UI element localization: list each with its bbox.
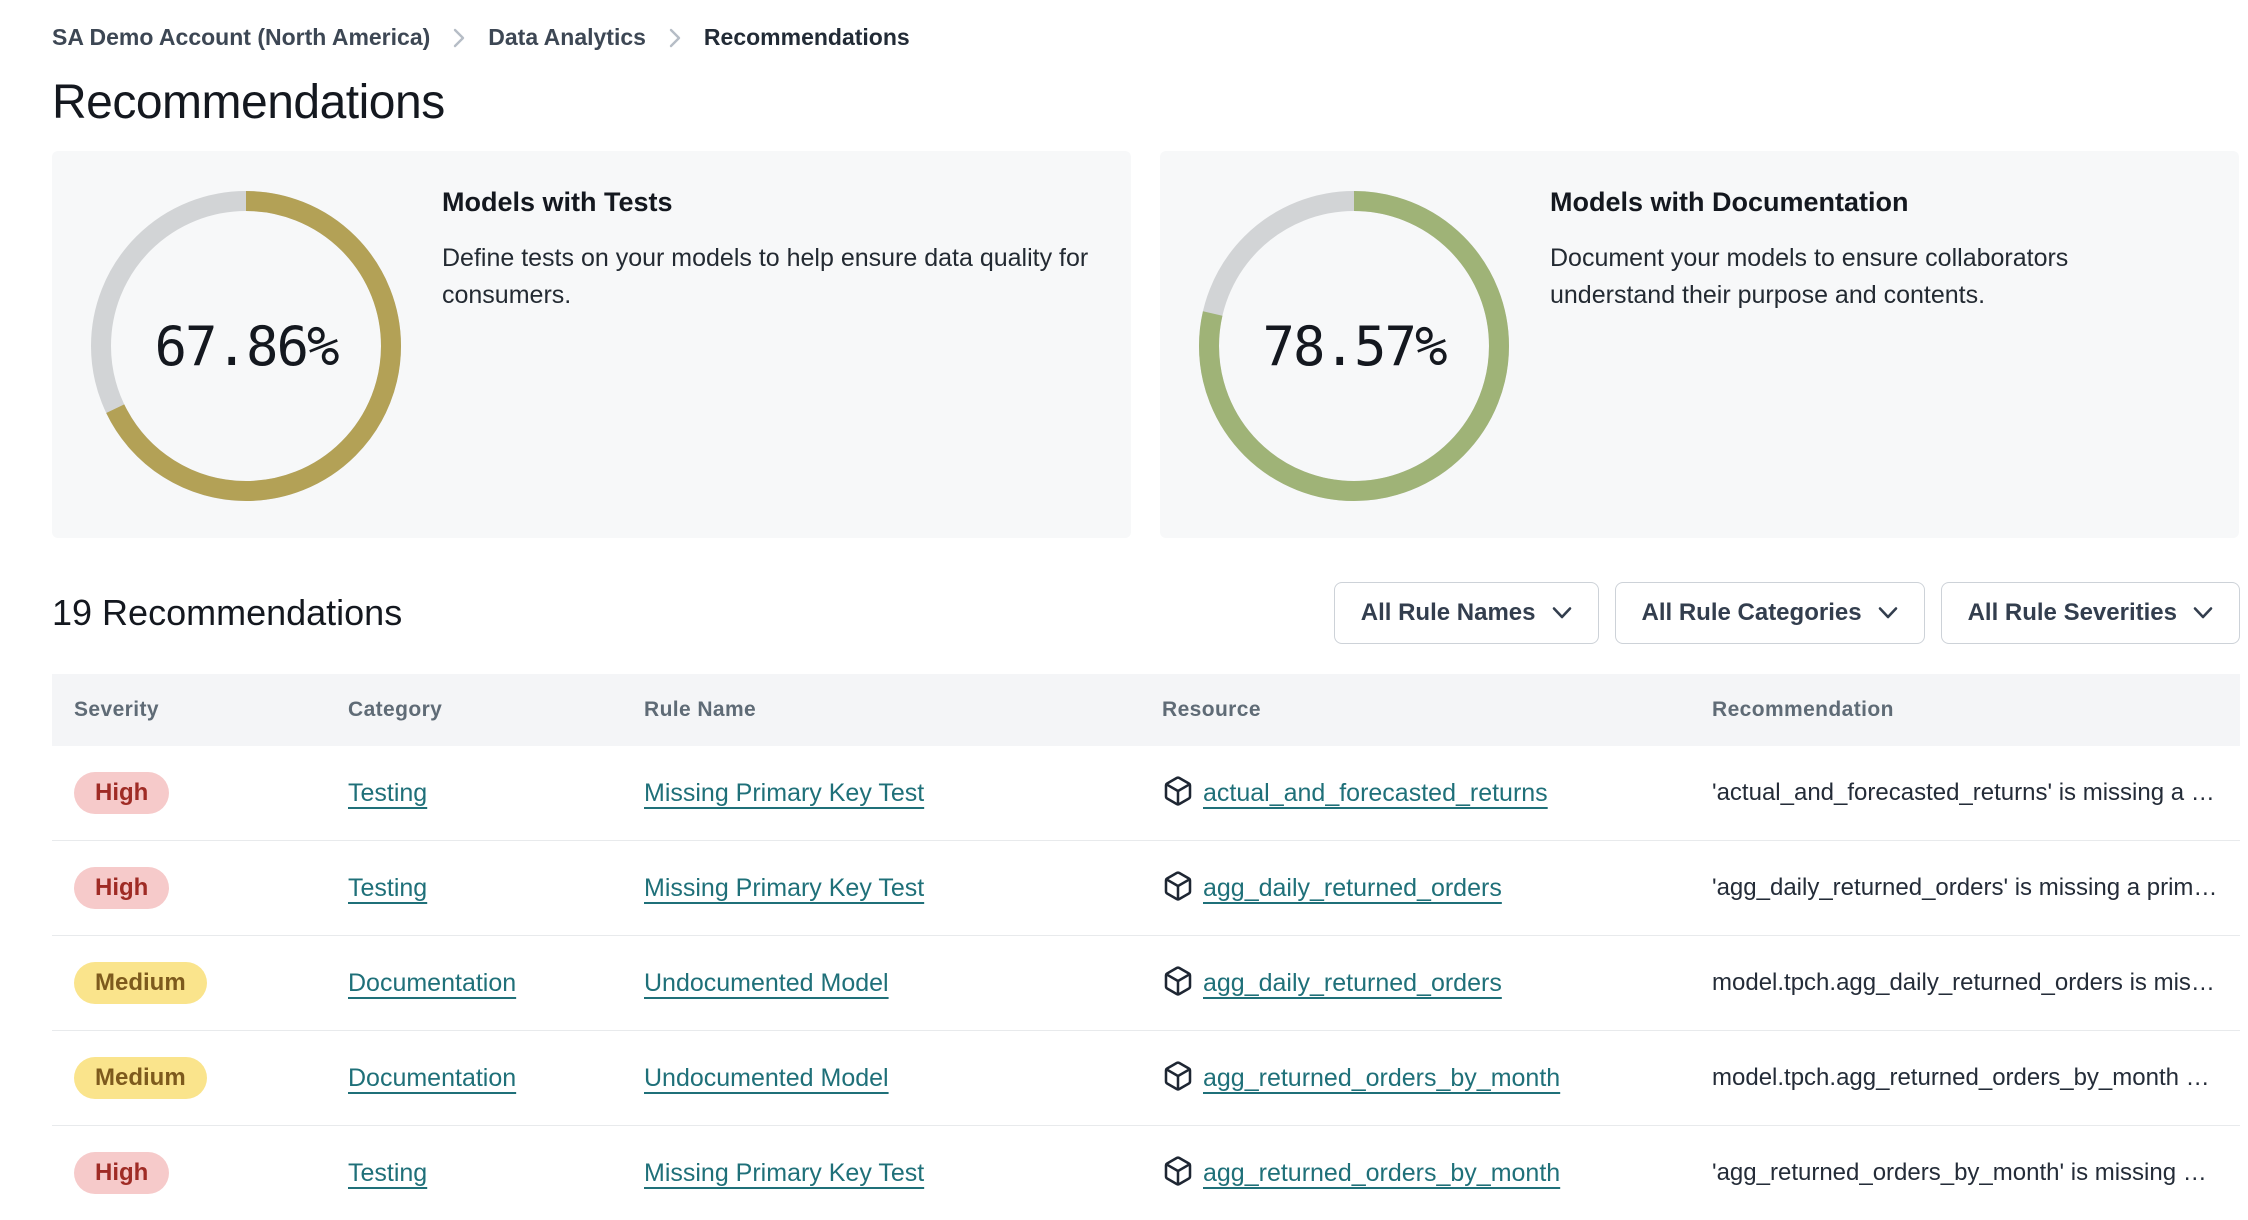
- category-link[interactable]: Testing: [348, 1158, 428, 1187]
- docs-donut-chart: 78.57%: [1199, 191, 1509, 501]
- model-cube-icon: [1162, 1155, 1194, 1192]
- category-link[interactable]: Documentation: [348, 1063, 517, 1092]
- metric-cards: 67.86% Models with Tests Define tests on…: [52, 151, 2240, 538]
- filter-label: All Rule Names: [1360, 599, 1536, 626]
- recommendation-text: model.tpch.agg_daily_returned_orders is …: [1712, 969, 2215, 996]
- rule-name-link[interactable]: Undocumented Model: [644, 968, 889, 997]
- rule-name-link[interactable]: Missing Primary Key Test: [644, 873, 925, 902]
- category-link[interactable]: Testing: [348, 873, 428, 902]
- breadcrumb-project-link[interactable]: Data Analytics: [488, 24, 646, 50]
- severity-badge: High: [74, 867, 170, 909]
- table-row: High Testing Missing Primary Key Test ac…: [52, 746, 2240, 841]
- chevron-down-icon: [1878, 599, 1898, 627]
- recommendation-text: 'agg_daily_returned_orders' is missing a…: [1712, 874, 2218, 901]
- filter-buttons: All Rule Names All Rule Categories All R…: [1333, 582, 2240, 644]
- breadcrumb-current-page: Recommendations: [703, 24, 910, 50]
- resource-link[interactable]: agg_daily_returned_orders: [1203, 968, 1502, 997]
- card-description: Define tests on your models to help ensu…: [442, 244, 1089, 309]
- docs-percent-value: 78.57%: [1262, 314, 1447, 378]
- model-cube-icon: [1162, 775, 1194, 812]
- rule-name-link[interactable]: Missing Primary Key Test: [644, 1158, 925, 1187]
- model-cube-icon: [1162, 1060, 1194, 1097]
- tests-donut-chart: 67.86%: [91, 191, 401, 501]
- table-row: Medium Documentation Undocumented Model …: [52, 936, 2240, 1031]
- table-row: High Testing Missing Primary Key Test ag…: [52, 1126, 2240, 1220]
- rule-name-link[interactable]: Undocumented Model: [644, 1063, 889, 1092]
- rule-names-filter-dropdown[interactable]: All Rule Names: [1333, 582, 1599, 644]
- list-toolbar: 19 Recommendations All Rule Names All Ru…: [52, 582, 2240, 644]
- chevron-right-icon: [666, 26, 684, 50]
- resource-link[interactable]: actual_and_forecasted_returns: [1203, 778, 1548, 807]
- table-row: Medium Documentation Undocumented Model …: [52, 1031, 2240, 1126]
- chevron-down-icon: [2193, 599, 2213, 627]
- filter-label: All Rule Categories: [1641, 599, 1862, 626]
- card-title: Models with Tests: [442, 187, 673, 217]
- category-link[interactable]: Documentation: [348, 968, 517, 997]
- breadcrumb-account-link[interactable]: SA Demo Account (North America): [52, 24, 431, 50]
- resource-link[interactable]: agg_daily_returned_orders: [1203, 873, 1502, 902]
- column-header-resource: Resource: [1162, 698, 1261, 721]
- model-cube-icon: [1162, 870, 1194, 907]
- severity-badge: High: [74, 772, 170, 814]
- rule-severities-filter-dropdown[interactable]: All Rule Severities: [1940, 582, 2240, 644]
- severity-badge: High: [74, 1152, 170, 1194]
- table-header-row: Severity Category Rule Name Resource Rec…: [52, 674, 2240, 746]
- page-title: Recommendations: [52, 76, 445, 129]
- recommendations-table: Severity Category Rule Name Resource Rec…: [52, 674, 2240, 1220]
- chevron-down-icon: [1552, 599, 1572, 627]
- severity-badge: Medium: [74, 962, 207, 1004]
- recommendation-text: model.tpch.agg_returned_orders_by_month …: [1712, 1064, 2210, 1091]
- models-with-tests-card: 67.86% Models with Tests Define tests on…: [52, 151, 1131, 538]
- resource-link[interactable]: agg_returned_orders_by_month: [1203, 1063, 1561, 1092]
- recommendation-text: 'agg_returned_orders_by_month' is missin…: [1712, 1159, 2207, 1186]
- card-title: Models with Documentation: [1550, 187, 1909, 217]
- column-header-recommendation: Recommendation: [1712, 698, 1894, 721]
- column-header-category: Category: [348, 698, 443, 721]
- rule-categories-filter-dropdown[interactable]: All Rule Categories: [1614, 582, 1925, 644]
- column-header-severity: Severity: [74, 698, 159, 721]
- severity-badge: Medium: [74, 1057, 207, 1099]
- rule-name-link[interactable]: Missing Primary Key Test: [644, 778, 925, 807]
- category-link[interactable]: Testing: [348, 778, 428, 807]
- recommendation-text: 'actual_and_forecasted_returns' is missi…: [1712, 779, 2215, 806]
- filter-label: All Rule Severities: [1967, 599, 2177, 626]
- chevron-right-icon: [450, 26, 468, 50]
- column-header-rule-name: Rule Name: [644, 698, 757, 721]
- table-row: High Testing Missing Primary Key Test ag…: [52, 841, 2240, 936]
- card-description: Document your models to ensure collabora…: [1550, 244, 2069, 309]
- breadcrumb: SA Demo Account (North America) Data Ana…: [0, 0, 2248, 51]
- tests-percent-value: 67.86%: [154, 314, 339, 378]
- resource-link[interactable]: agg_returned_orders_by_month: [1203, 1158, 1561, 1187]
- models-with-documentation-card: 78.57% Models with Documentation Documen…: [1160, 151, 2239, 538]
- recommendations-count-heading: 19 Recommendations: [52, 592, 403, 633]
- model-cube-icon: [1162, 965, 1194, 1002]
